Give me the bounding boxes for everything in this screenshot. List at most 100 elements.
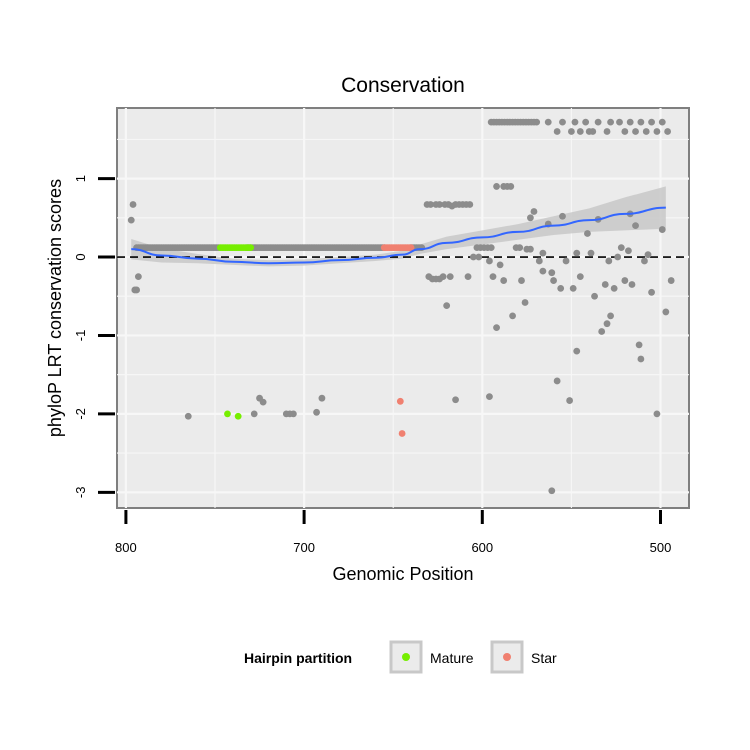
point-other (607, 312, 614, 320)
point-other (653, 128, 661, 135)
point-other (250, 410, 258, 418)
point-other (582, 118, 590, 126)
point-other (648, 118, 655, 126)
point-other (527, 245, 534, 253)
point-other (626, 118, 634, 126)
point-other (658, 226, 666, 233)
point-other (569, 284, 577, 292)
point-other (621, 128, 629, 135)
point-other (129, 201, 137, 208)
point-other (637, 355, 645, 363)
point-mature (224, 410, 231, 418)
point-other (625, 247, 632, 255)
smooth-trend-line (131, 206, 666, 265)
point-other (530, 208, 538, 215)
point-mature (247, 244, 255, 252)
x-tick-label: 800 (115, 540, 137, 555)
point-other (571, 118, 579, 126)
y-axis-title: phyloP LRT conservation scores (45, 179, 65, 437)
y-tick-label: 1 (73, 175, 88, 182)
y-tick-label: -1 (73, 330, 88, 342)
point-other (184, 412, 192, 420)
point-other (527, 214, 534, 222)
legend-dot-mature (402, 653, 410, 661)
point-other (617, 244, 625, 252)
point-other (603, 320, 611, 328)
x-tick-label: 500 (650, 540, 672, 555)
point-other (487, 244, 495, 252)
point-other (290, 410, 297, 418)
point-other (539, 267, 547, 275)
point-other (562, 257, 570, 265)
point-other (439, 273, 447, 281)
point-other (446, 273, 454, 281)
x-tick-label: 700 (293, 540, 315, 555)
y-tick-label: 0 (73, 253, 88, 260)
point-other (662, 308, 670, 316)
point-star (407, 244, 415, 252)
point-other (664, 128, 672, 135)
point-other (318, 394, 326, 402)
point-other (507, 183, 515, 190)
point-other (637, 118, 645, 126)
point-other (539, 249, 547, 257)
point-other (557, 284, 565, 292)
plot-panel (116, 107, 690, 509)
legend-title: Hairpin partition (244, 650, 352, 666)
point-other (566, 397, 574, 404)
point-other (559, 118, 566, 126)
point-other (616, 118, 623, 126)
point-other (475, 253, 483, 261)
point-other (516, 244, 524, 252)
point-other (598, 328, 606, 335)
point-other (548, 487, 556, 495)
legend-label-star: Star (531, 650, 557, 666)
point-other (648, 288, 655, 296)
y-tick-label: -2 (73, 408, 88, 420)
x-tick-label: 600 (471, 540, 493, 555)
chart-title: Conservation (341, 74, 465, 97)
point-star (396, 397, 404, 405)
x-axis: 800 700 600 500 (115, 510, 671, 555)
point-other (535, 257, 543, 265)
point-other (605, 257, 613, 265)
point-other (653, 410, 661, 418)
point-other (486, 257, 493, 265)
point-other (587, 249, 595, 257)
point-other (607, 118, 614, 126)
point-other (133, 286, 141, 294)
x-axis-title: Genomic Position (332, 564, 473, 584)
legend-label-mature: Mature (430, 650, 474, 666)
point-other (576, 273, 584, 281)
point-other (489, 273, 497, 281)
point-other (544, 118, 552, 126)
point-other (658, 118, 666, 126)
point-other (584, 230, 591, 237)
point-other (621, 277, 629, 284)
point-other (127, 216, 135, 224)
point-other (466, 201, 474, 208)
point-other (591, 292, 598, 300)
point-other (500, 277, 508, 284)
point-other (573, 249, 581, 257)
point-other (594, 118, 602, 126)
point-other (548, 269, 556, 277)
point-other (589, 128, 597, 135)
point-other (509, 312, 516, 320)
point-other (521, 299, 529, 306)
point-other (427, 201, 435, 208)
point-other (635, 341, 643, 349)
point-other (480, 244, 488, 252)
point-other (644, 251, 652, 259)
y-axis: -3 -2 -1 0 1 (73, 175, 115, 498)
point-other (632, 222, 639, 230)
point-other (642, 128, 650, 135)
point-mature (234, 412, 242, 420)
point-other (628, 281, 636, 288)
point-other (553, 377, 561, 385)
point-other (559, 212, 566, 220)
point-other (518, 277, 525, 284)
point-other (550, 277, 557, 284)
point-other (469, 253, 477, 261)
point-other (493, 324, 500, 332)
